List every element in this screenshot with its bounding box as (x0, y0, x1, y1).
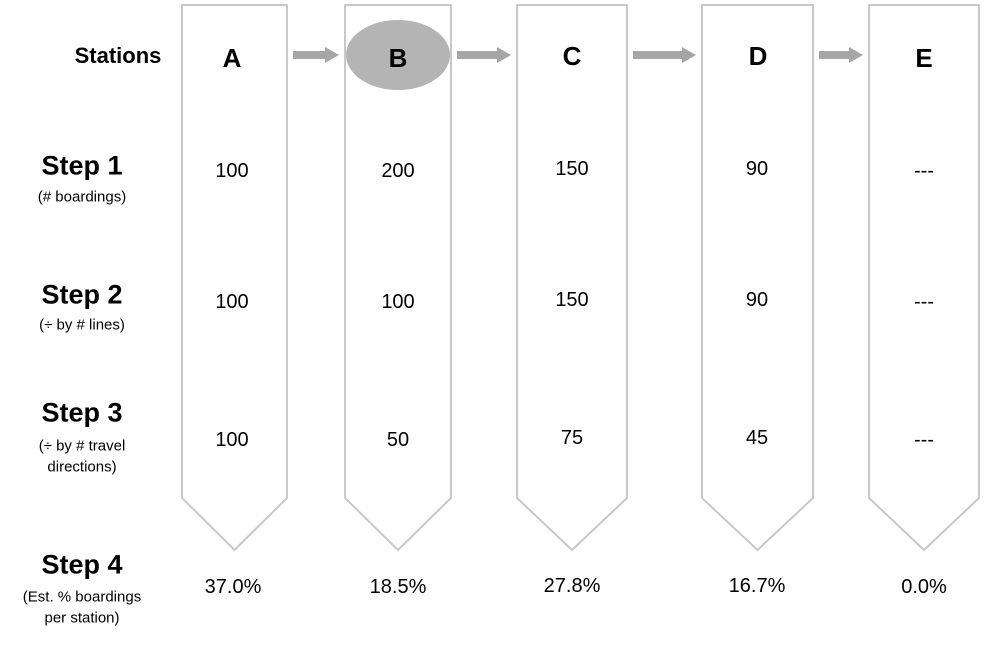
step-4-note-line-1: (Est. % boardings (22, 588, 142, 606)
station-c-column (516, 4, 628, 552)
station-c-percent: 27.8% (543, 575, 601, 597)
arrow-b-to-c (457, 47, 511, 63)
step-3-title: Step 3 (41, 397, 123, 428)
station-e-step-3-value: --- (914, 429, 934, 451)
station-e-step-2-value: --- (914, 291, 934, 313)
stations-header: Stations (74, 43, 162, 68)
station-b-step-3-value: 50 (386, 429, 410, 451)
station-b-step-2-value: 100 (381, 291, 415, 313)
step-4-note-line-2: per station) (44, 609, 120, 627)
step-1-note: (# boardings) (37, 188, 127, 206)
station-d-step-2-value: 90 (745, 289, 769, 311)
station-b-column (344, 4, 452, 552)
station-e-column (868, 4, 980, 552)
step-3-note-line-1: (÷ by # travel (38, 437, 126, 455)
station-a-step-2-value: 100 (215, 291, 249, 313)
arrow-d-to-e (819, 47, 863, 63)
station-a-percent: 37.0% (204, 576, 262, 598)
station-d-percent: 16.7% (728, 575, 786, 597)
station-a-column (181, 4, 288, 552)
station-b-label: B (388, 43, 408, 73)
step-2-title: Step 2 (41, 279, 123, 310)
station-c-step-1-value: 150 (555, 158, 589, 180)
station-c-step-2-value: 150 (555, 289, 589, 311)
step-3-note-line-2: directions) (47, 458, 117, 476)
station-c-label: C (562, 41, 582, 71)
station-e-percent: 0.0% (901, 576, 947, 598)
station-a-step-3-value: 100 (215, 429, 249, 451)
station-c-step-3-value: 75 (560, 427, 584, 449)
step-2-note: (÷ by # lines) (39, 316, 125, 334)
station-b-highlight-ellipse (346, 20, 450, 90)
arrow-c-to-d (633, 47, 696, 63)
station-d-column (701, 4, 814, 552)
station-e-label: E (915, 43, 933, 73)
station-a-label: A (222, 43, 242, 73)
station-a-step-1-value: 100 (215, 160, 249, 182)
station-e-step-1-value: --- (914, 160, 934, 182)
station-d-label: D (748, 41, 768, 71)
station-d-step-1-value: 90 (745, 158, 769, 180)
step-4-title: Step 4 (41, 549, 123, 580)
station-d-step-3-value: 45 (745, 427, 769, 449)
step-1-title: Step 1 (41, 150, 123, 181)
station-b-step-1-value: 200 (381, 160, 415, 182)
arrow-a-to-b (293, 47, 339, 63)
station-b-percent: 18.5% (369, 576, 427, 598)
